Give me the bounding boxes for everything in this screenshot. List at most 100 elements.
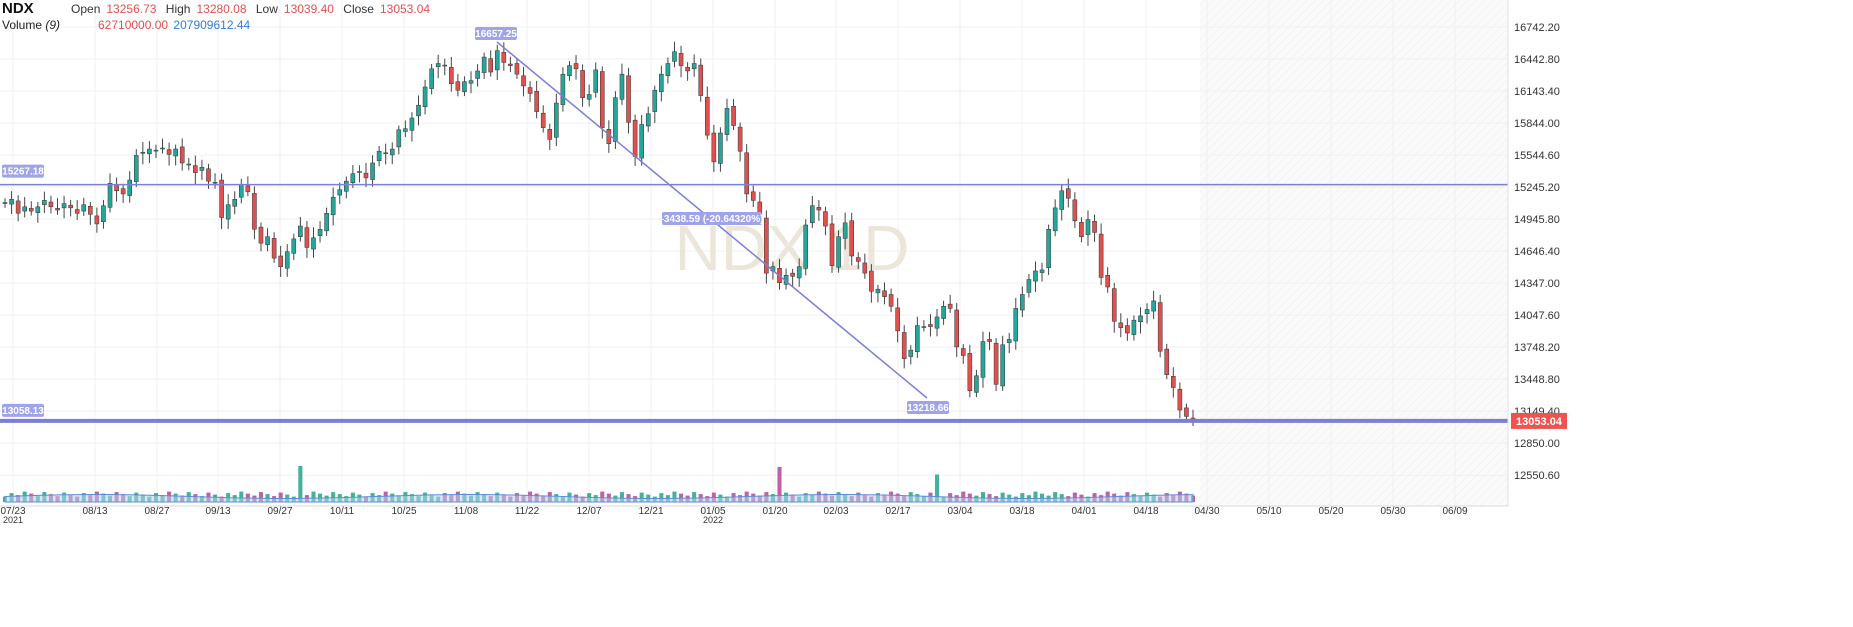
candle-86 bbox=[567, 61, 572, 81]
candle-10 bbox=[68, 199, 73, 217]
candle-160 bbox=[1052, 199, 1058, 237]
candle-157 bbox=[1033, 261, 1038, 292]
candle-body bbox=[954, 309, 959, 348]
trend-change-label-bg bbox=[662, 212, 762, 225]
candle-body bbox=[278, 255, 283, 267]
volume-label[interactable]: Volume bbox=[2, 18, 43, 32]
candle-116 bbox=[764, 210, 769, 284]
candle-164 bbox=[1079, 217, 1084, 243]
candle-150 bbox=[987, 331, 992, 351]
volume-period: (9) bbox=[45, 18, 61, 32]
volume-bar-158 bbox=[1040, 493, 1045, 502]
candle-134 bbox=[882, 282, 887, 305]
candle-body bbox=[186, 163, 192, 166]
candle-body bbox=[895, 307, 900, 332]
candle-68 bbox=[449, 56, 454, 92]
candle-body bbox=[547, 129, 553, 140]
price-axis: 16742.20 16442.80 16143.40 15844.00 15544.60… bbox=[1514, 22, 1560, 482]
candle-16 bbox=[107, 173, 113, 213]
candle-120 bbox=[790, 268, 795, 288]
candle-body bbox=[61, 203, 67, 209]
candle-130 bbox=[855, 252, 861, 269]
candle-154 bbox=[1013, 297, 1019, 350]
bottom-marker-label: 13218.66 bbox=[907, 401, 949, 414]
candle-141 bbox=[928, 314, 933, 337]
candle-54 bbox=[357, 165, 362, 183]
candle-75 bbox=[494, 44, 500, 81]
volume-bar-91 bbox=[600, 491, 605, 502]
candle-22 bbox=[147, 141, 152, 164]
y-tick-0: 16742.20 bbox=[1514, 22, 1560, 34]
x-tick-12/07: 12/07 bbox=[576, 506, 601, 517]
high-label: High bbox=[165, 2, 191, 16]
candle-35 bbox=[232, 191, 238, 215]
candle-175 bbox=[1151, 290, 1156, 320]
candle-173 bbox=[1138, 307, 1143, 334]
candle-body bbox=[219, 179, 224, 218]
candle-body bbox=[48, 201, 54, 208]
y-tick-8: 14347.00 bbox=[1514, 278, 1560, 290]
resistance-label: 15267.18 bbox=[2, 164, 44, 178]
candle-body bbox=[527, 87, 533, 94]
candle-161 bbox=[1059, 184, 1065, 221]
volume-bar-149 bbox=[980, 492, 986, 502]
candle-42 bbox=[278, 245, 283, 277]
candle-body bbox=[573, 63, 579, 70]
candle-body bbox=[810, 205, 815, 224]
candle-29 bbox=[193, 155, 198, 185]
candle-124 bbox=[816, 200, 822, 221]
x-tick-01/20: 01/20 bbox=[762, 506, 787, 517]
candle-168 bbox=[1105, 267, 1110, 293]
candle-8 bbox=[55, 198, 60, 215]
symbol-label[interactable]: NDX bbox=[2, 0, 34, 17]
candle-body bbox=[554, 102, 559, 138]
candle-125 bbox=[823, 206, 828, 236]
candle-52 bbox=[344, 176, 349, 199]
candle-55 bbox=[363, 162, 369, 188]
x-tick-05/20: 05/20 bbox=[1318, 506, 1343, 517]
candle-body bbox=[698, 64, 704, 96]
candle-body bbox=[731, 106, 736, 126]
candle-body bbox=[127, 179, 132, 196]
candle-body bbox=[908, 349, 914, 357]
candles bbox=[2, 41, 1196, 427]
candle-body bbox=[849, 220, 854, 257]
candle-body bbox=[1039, 269, 1045, 273]
candle-body bbox=[193, 165, 198, 173]
candle-body bbox=[363, 172, 369, 179]
candle-body bbox=[921, 326, 927, 328]
candle-body bbox=[580, 70, 585, 98]
candle-body bbox=[665, 63, 671, 77]
candle-body bbox=[934, 316, 940, 329]
volume-ma-area bbox=[4, 494, 1194, 503]
candle-19 bbox=[127, 171, 132, 203]
candle-95 bbox=[626, 67, 631, 134]
candle-155 bbox=[1020, 286, 1025, 317]
volume-bar-152 bbox=[1000, 492, 1005, 502]
candle-body bbox=[816, 207, 822, 211]
y-tick-1: 16442.80 bbox=[1514, 54, 1560, 66]
open-value: 13256.73 bbox=[106, 2, 157, 16]
candle-71 bbox=[468, 71, 474, 94]
close-label: Close bbox=[343, 2, 374, 16]
volume-bar-39 bbox=[258, 492, 264, 502]
candle-13 bbox=[88, 201, 93, 225]
candle-body bbox=[173, 148, 178, 157]
candle-body bbox=[120, 188, 126, 195]
candle-67 bbox=[442, 58, 448, 76]
resistance-label-text: 15267.18 bbox=[2, 167, 44, 178]
candle-11 bbox=[74, 200, 80, 220]
candle-body bbox=[593, 69, 599, 93]
candle-body bbox=[705, 96, 710, 136]
candle-143 bbox=[941, 300, 946, 325]
candle-133 bbox=[875, 284, 881, 303]
candle-body bbox=[1033, 270, 1038, 282]
support-label-bg bbox=[2, 403, 44, 417]
candle-body bbox=[317, 229, 323, 236]
candle-14 bbox=[94, 207, 100, 233]
volume-legend: Volume (9) bbox=[2, 18, 60, 32]
candle-87 bbox=[573, 55, 579, 80]
support-label-text: 13058.13 bbox=[2, 406, 44, 417]
